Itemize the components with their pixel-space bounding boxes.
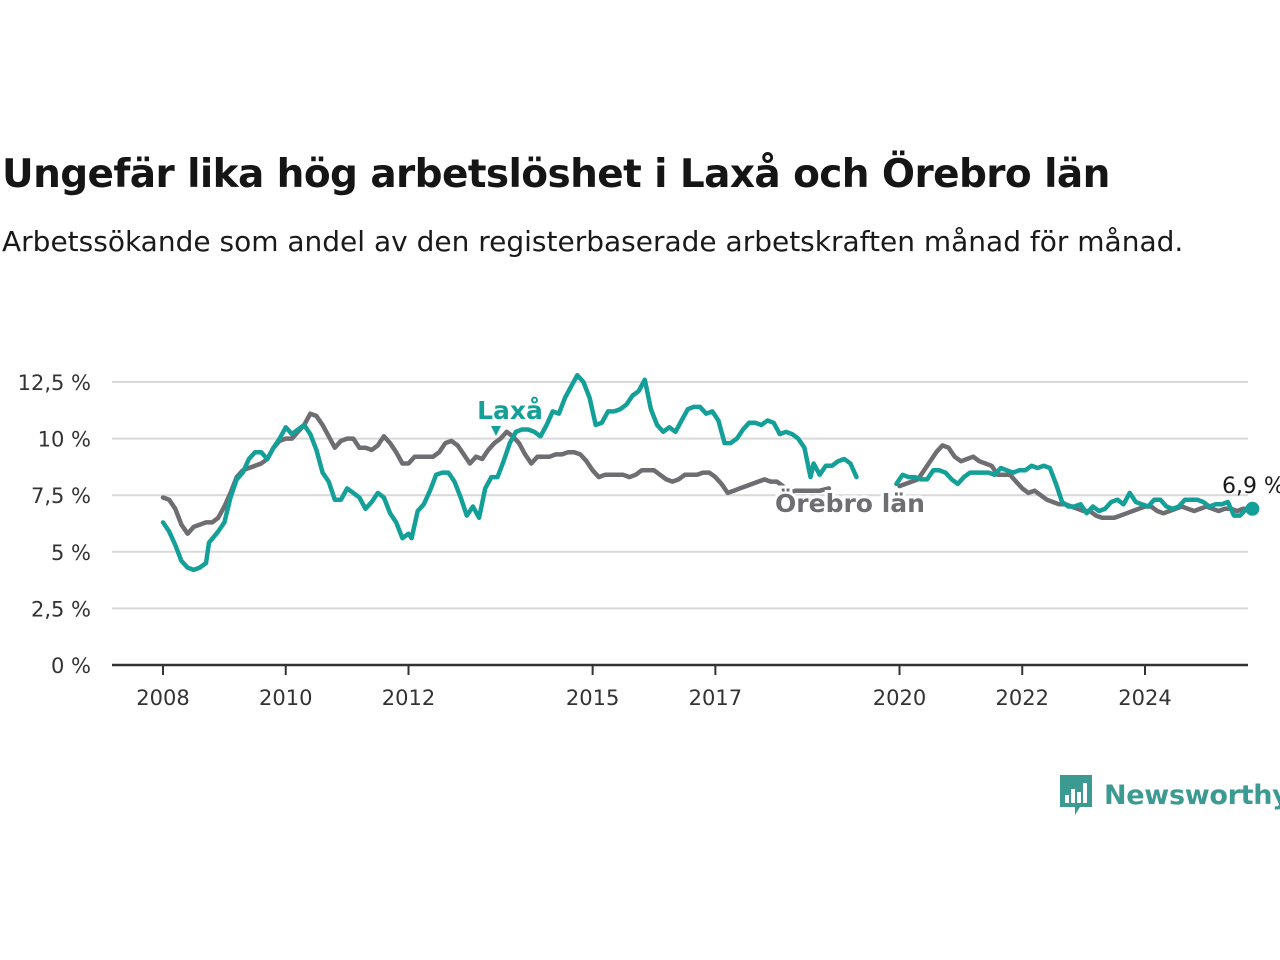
x-tick-label: 2022 <box>996 686 1049 710</box>
series-line-laxa-a <box>160 372 859 573</box>
x-tick-label: 2015 <box>566 686 619 710</box>
x-tick-label: 2017 <box>689 686 742 710</box>
end-point-marker <box>1245 501 1260 516</box>
newsworthy-logo-icon <box>1060 775 1092 815</box>
y-axis-ticks: 0 % 2,5 % 5 % 7,5 % 10 % 12,5 % <box>18 371 91 678</box>
y-tick-label: 10 % <box>38 428 91 452</box>
series-lines <box>160 372 1260 573</box>
x-axis-ticks: 2008 2010 2012 2015 2017 2020 2022 2024 <box>136 665 1172 710</box>
chart-title: Ungefär lika hög arbetslöshet i Laxå och… <box>2 152 1110 197</box>
series-labels: 6,9 % Laxå Örebro län <box>474 393 1280 521</box>
laxa-label-pointer <box>491 426 501 436</box>
series-line-laxa-b <box>894 463 1255 518</box>
y-tick-label: 2,5 % <box>31 597 91 621</box>
newsworthy-brand[interactable]: Newsworthy <box>1058 772 1280 818</box>
series-label-laxa: Laxå <box>477 396 543 425</box>
brand-name: Newsworthy <box>1104 779 1280 811</box>
x-tick-label: 2020 <box>873 686 926 710</box>
series-label-orebro: Örebro län <box>775 488 925 518</box>
y-tick-label: 5 % <box>51 541 91 565</box>
x-tick-label: 2008 <box>136 686 189 710</box>
x-tick-label: 2024 <box>1118 686 1171 710</box>
x-tick-label: 2012 <box>382 686 435 710</box>
y-tick-label: 0 % <box>51 654 91 678</box>
y-tick-label: 12,5 % <box>18 371 91 395</box>
end-value-label: 6,9 % <box>1222 474 1280 499</box>
y-tick-label: 7,5 % <box>31 484 91 508</box>
x-tick-label: 2010 <box>259 686 312 710</box>
chart-subtitle: Arbetssökande som andel av den registerb… <box>2 225 1184 258</box>
